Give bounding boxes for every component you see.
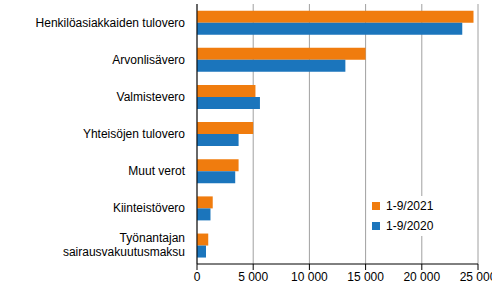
- html-text:1-9/2020: 1-9/2020: [386, 219, 434, 233]
- svg-text:5 000: 5 000: [238, 270, 268, 284]
- svg-text:Työnantajansairausvakuutusmaks: Työnantajansairausvakuutusmaksu: [63, 231, 185, 259]
- svg-text:20 000: 20 000: [403, 270, 440, 284]
- svg-text:Muut verot: Muut verot: [128, 164, 185, 178]
- svg-text:Valmistevero: Valmistevero: [117, 90, 186, 104]
- svg-text:Arvonlisävero: Arvonlisävero: [112, 53, 185, 67]
- svg-text:0: 0: [194, 270, 201, 284]
- html-text:1-9/2021: 1-9/2021: [386, 199, 434, 213]
- svg-text:Kiinteistövero: Kiinteistövero: [113, 201, 185, 215]
- svg-text:Henkilöasiakkaiden tulovero: Henkilöasiakkaiden tulovero: [36, 16, 186, 30]
- svg-text:25 000: 25 000: [460, 270, 492, 284]
- svg-text:15 000: 15 000: [347, 270, 384, 284]
- svg-text:10 000: 10 000: [291, 270, 328, 284]
- svg-text:Yhteisöjen tulovero: Yhteisöjen tulovero: [83, 127, 185, 141]
